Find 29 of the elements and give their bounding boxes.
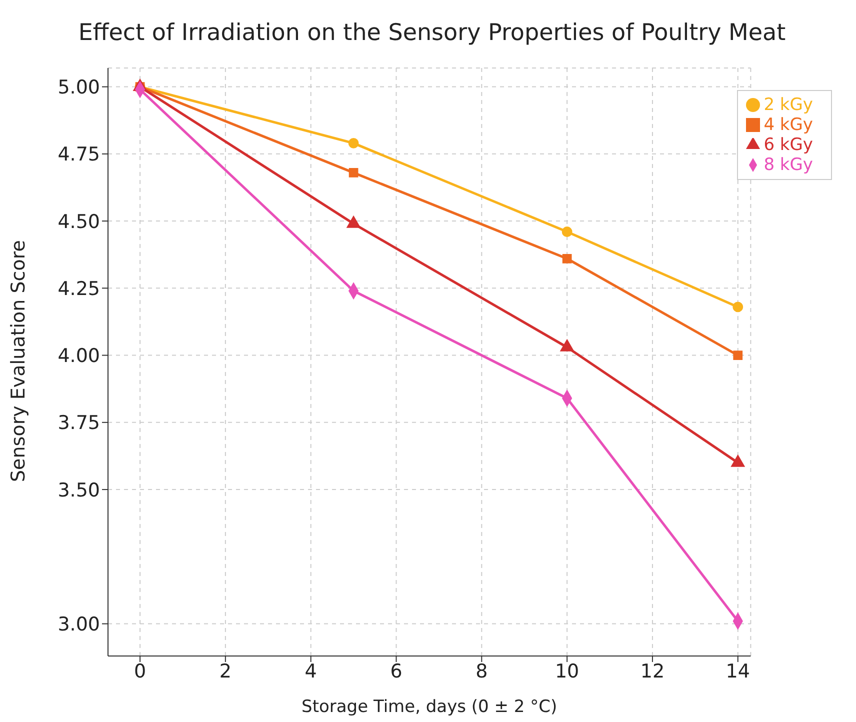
- point: [732, 302, 744, 312]
- y-tick-label: 5.00: [58, 76, 100, 99]
- y-tick-label: 3.75: [58, 412, 100, 434]
- x-tick-label: 12: [640, 660, 665, 682]
- y-tick-label: 4.25: [58, 278, 100, 300]
- x-tick-label: 4: [304, 660, 317, 682]
- x-axis-title: Storage Time, days (0 ± 2 °C): [302, 697, 558, 717]
- x-tick-label: 6: [390, 660, 402, 682]
- point: [348, 168, 358, 178]
- x-tick-label: 10: [554, 660, 580, 682]
- y-tick-label: 4.50: [58, 210, 100, 233]
- point: [562, 226, 572, 237]
- legend-label: 6 kGy: [764, 135, 813, 155]
- y-tick-label: 3.50: [58, 479, 100, 502]
- x-tick-label: 8: [476, 660, 488, 682]
- y-axis-title: Sensory Evaluation Score: [8, 240, 30, 482]
- point: [562, 254, 572, 264]
- legend-label: 2 kGy: [764, 95, 813, 115]
- chart-title: Effect of Irradiation on the Sensory Properties of Poultry Meat: [77, 19, 787, 48]
- y-tick-label: 4.00: [58, 345, 100, 368]
- legend-label: 4 kGy: [764, 115, 813, 135]
- y-tick-label: 3.00: [58, 614, 100, 636]
- x-tick-label: 14: [726, 660, 750, 682]
- legend-label: 8 kGy: [764, 155, 813, 175]
- x-tick-label: 0: [134, 660, 146, 682]
- point: [348, 138, 359, 148]
- x-tick-label: 2: [219, 660, 232, 682]
- y-tick-label: 4.75: [58, 144, 100, 166]
- point: [733, 350, 743, 360]
